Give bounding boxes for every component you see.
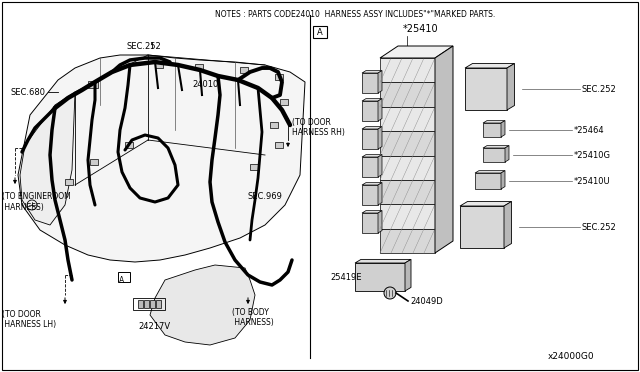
Polygon shape [362, 155, 382, 157]
Polygon shape [465, 68, 507, 110]
Bar [240, 67, 248, 73]
Polygon shape [460, 206, 504, 248]
Bar [144, 300, 149, 308]
Bar [380, 155, 435, 180]
Bar [156, 300, 161, 308]
Polygon shape [150, 265, 255, 345]
Polygon shape [380, 46, 453, 58]
Polygon shape [505, 145, 509, 162]
Polygon shape [378, 99, 382, 121]
Bar [133, 298, 165, 310]
Bar [125, 142, 133, 148]
Text: 24049D: 24049D [410, 296, 443, 305]
Bar [270, 122, 278, 128]
Polygon shape [504, 202, 511, 248]
Polygon shape [355, 259, 411, 263]
Bar [195, 64, 203, 70]
Bar [380, 131, 435, 155]
Bar [90, 159, 98, 165]
Text: SEC.252: SEC.252 [582, 222, 617, 231]
Polygon shape [465, 64, 515, 68]
Bar [280, 99, 288, 105]
Polygon shape [362, 73, 378, 93]
Polygon shape [355, 263, 405, 291]
Polygon shape [362, 213, 378, 233]
Bar [250, 164, 258, 170]
Text: 24010: 24010 [192, 80, 218, 89]
Text: NOTES : PARTS CODE24010  HARNESS ASSY INCLUDES"*"MARKED PARTS.: NOTES : PARTS CODE24010 HARNESS ASSY INC… [215, 10, 495, 19]
Text: SEC.252: SEC.252 [582, 84, 617, 93]
Polygon shape [483, 145, 509, 148]
Polygon shape [483, 123, 501, 137]
Text: (TO ENGINEROOM: (TO ENGINEROOM [2, 192, 71, 201]
Bar [380, 180, 435, 204]
Bar [118, 272, 130, 282]
Polygon shape [362, 185, 378, 205]
Bar [380, 229, 435, 253]
Polygon shape [507, 64, 515, 110]
Polygon shape [405, 259, 411, 291]
Polygon shape [362, 157, 378, 177]
Polygon shape [362, 126, 382, 129]
Text: (TO DOOR: (TO DOOR [292, 118, 331, 127]
Text: HARNESS RH): HARNESS RH) [292, 128, 345, 137]
Text: (TO BODY: (TO BODY [232, 308, 269, 317]
Text: 25419E: 25419E [330, 273, 362, 282]
Text: SEC.680: SEC.680 [10, 88, 45, 97]
Text: *25410: *25410 [403, 24, 438, 34]
Polygon shape [378, 183, 382, 205]
Text: *25464: *25464 [574, 125, 605, 135]
Text: HARNESS): HARNESS) [2, 203, 44, 212]
Polygon shape [362, 71, 382, 73]
Bar [155, 62, 163, 68]
Polygon shape [20, 92, 75, 225]
Bar [65, 179, 73, 185]
Bar [380, 82, 435, 107]
Polygon shape [362, 183, 382, 185]
Polygon shape [362, 101, 378, 121]
Polygon shape [501, 121, 505, 137]
Polygon shape [362, 99, 382, 101]
Polygon shape [378, 211, 382, 233]
Polygon shape [460, 202, 511, 206]
Text: *25410U: *25410U [574, 176, 611, 186]
Polygon shape [378, 155, 382, 177]
Text: A: A [120, 276, 125, 285]
Polygon shape [435, 46, 453, 253]
Bar [275, 142, 283, 148]
Text: *25410G: *25410G [574, 151, 611, 160]
Polygon shape [475, 173, 501, 189]
Bar [88, 81, 98, 88]
Polygon shape [501, 171, 505, 189]
Polygon shape [483, 121, 505, 123]
Circle shape [384, 287, 396, 299]
Bar [138, 300, 143, 308]
Bar [380, 58, 435, 82]
Polygon shape [362, 211, 382, 213]
Text: HARNESS LH): HARNESS LH) [2, 320, 56, 329]
Bar [313, 26, 327, 38]
Text: x24000G0: x24000G0 [548, 352, 595, 361]
Text: SEC.252: SEC.252 [126, 42, 161, 51]
Polygon shape [483, 148, 505, 162]
Polygon shape [378, 126, 382, 149]
Bar [380, 107, 435, 131]
Polygon shape [378, 71, 382, 93]
Polygon shape [18, 55, 305, 262]
Text: A: A [317, 28, 323, 37]
Bar [150, 300, 155, 308]
Polygon shape [362, 129, 378, 149]
Bar [380, 204, 435, 229]
Text: HARNESS): HARNESS) [232, 318, 274, 327]
Bar [275, 74, 283, 80]
Polygon shape [475, 171, 505, 173]
Text: SEC.969: SEC.969 [248, 192, 283, 201]
Text: (TO DOOR: (TO DOOR [2, 310, 41, 319]
Text: 24217V: 24217V [138, 322, 170, 331]
